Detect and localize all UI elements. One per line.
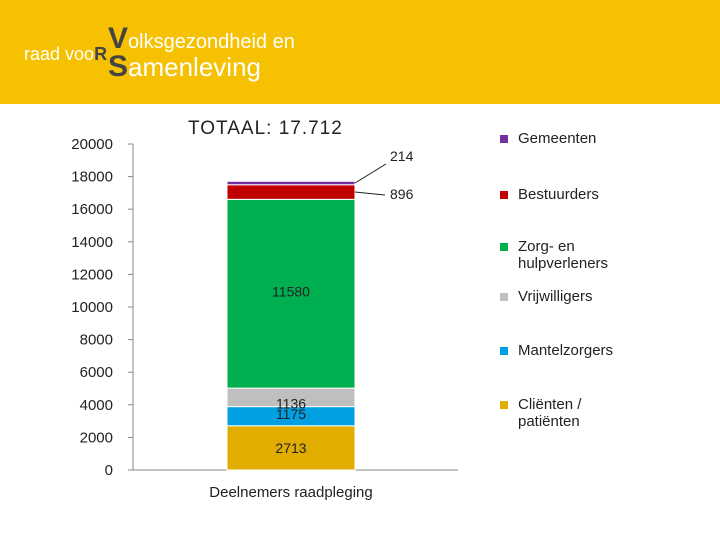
data-label: 2713 [275, 440, 306, 456]
logo-prefix: raad vooR [24, 44, 108, 64]
legend-swatch [500, 191, 508, 199]
y-tick-label: 20000 [71, 136, 113, 153]
legend-label: Vrijwilligers [518, 288, 593, 305]
header-banner: raad vooR Volksgezondheid en Samenleving [0, 0, 720, 104]
leader-line [354, 163, 387, 184]
y-tick-label: 2000 [80, 429, 113, 446]
data-label: 11580 [272, 284, 310, 300]
legend-label: Gemeenten [518, 130, 597, 147]
legend-swatch [500, 401, 508, 409]
bar-segment [226, 180, 356, 186]
legend-label: Cliënten / patiënten [518, 396, 582, 430]
y-tick-label: 12000 [71, 266, 113, 283]
legend-swatch [500, 135, 508, 143]
legend-label: Zorg- en hulpverleners [518, 238, 609, 272]
y-tick-label: 10000 [71, 299, 113, 316]
y-tick-label: 8000 [80, 332, 113, 349]
legend-item: Cliënten / patiënten [500, 396, 628, 430]
bar-stack [226, 180, 356, 471]
logo-line-1: Volksgezondheid en [108, 22, 295, 55]
chart-title: TOTAAL: 17.712 [188, 118, 343, 139]
leader-line [354, 191, 386, 196]
y-tick-label: 6000 [80, 364, 113, 381]
legend-item: Gemeenten [500, 130, 628, 147]
y-tick-label: 16000 [71, 201, 113, 218]
legend-item: Zorg- en hulpverleners [500, 238, 628, 272]
legend-swatch [500, 347, 508, 355]
y-tick-label: 18000 [71, 169, 113, 186]
bar-segment [226, 184, 356, 200]
legend-item: Mantelzorgers [500, 342, 628, 359]
y-tick-label: 14000 [71, 234, 113, 251]
x-category-label: Deelnemers raadpleging [209, 484, 372, 501]
legend-label: Bestuurders [518, 186, 599, 203]
data-label: 896 [390, 186, 414, 202]
legend-item: Bestuurders [500, 186, 628, 203]
legend-label: Mantelzorgers [518, 342, 614, 359]
legend-swatch [500, 243, 508, 251]
logo-line-2: Samenleving [108, 50, 261, 83]
y-tick-label: 4000 [80, 397, 113, 414]
bar-segment [226, 425, 356, 471]
data-label: 1136 [276, 395, 306, 411]
y-tick-label: 0 [105, 462, 113, 479]
data-label: 1175 [276, 406, 306, 422]
bar-segment [226, 198, 356, 389]
legend-item: Vrijwilligers [500, 288, 628, 305]
data-label: 214 [390, 148, 414, 164]
legend-swatch [500, 293, 508, 301]
